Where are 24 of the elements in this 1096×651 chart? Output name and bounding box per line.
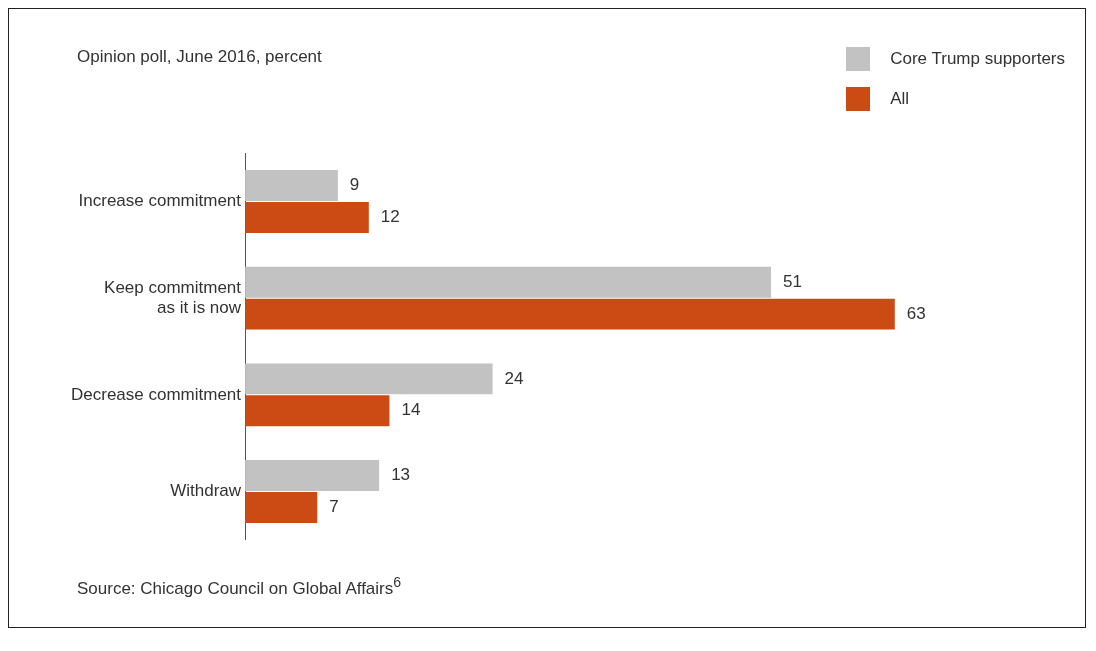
data-label: 9 (349, 175, 360, 195)
bar (245, 460, 380, 491)
data-label: 24 (504, 368, 524, 388)
data-label: 14 (401, 400, 421, 420)
data-label: 12 (380, 207, 400, 227)
legend-label: Core Trump supporters (890, 49, 1065, 69)
legend-label: All (890, 89, 910, 109)
data-label: 7 (329, 497, 339, 517)
data-label: 51 (783, 271, 802, 291)
data-label: 13 (391, 465, 411, 485)
bar (245, 202, 369, 233)
bar (245, 363, 493, 395)
bar (245, 298, 895, 330)
source-note: Source: Chicago Council on Global Affairs$^{6}$ (77, 574, 402, 599)
y-tick-label: Withdraw (170, 481, 242, 501)
y-tick-label: Decrease commitment (70, 384, 242, 404)
data-label: 63 (906, 303, 926, 323)
bar (245, 266, 772, 298)
bar (245, 491, 318, 523)
y-tick-label: Increase commitment (78, 191, 242, 211)
chart-title: Opinion poll, June 2016, percent (77, 47, 322, 67)
y-tick-label: Keep commitment as it is now (104, 277, 242, 318)
bar (245, 395, 390, 427)
bar (245, 170, 338, 202)
